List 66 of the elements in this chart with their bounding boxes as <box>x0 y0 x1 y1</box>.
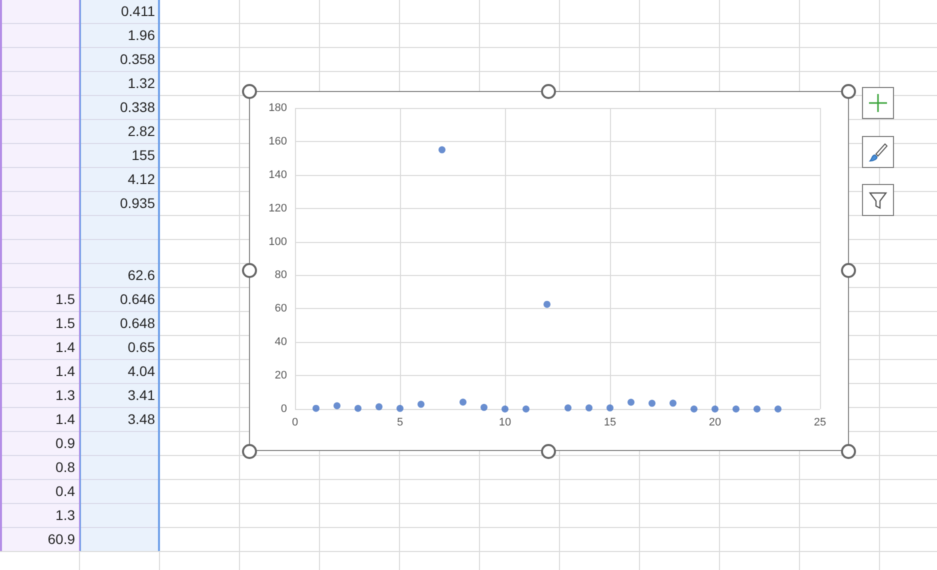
point <box>712 406 718 412</box>
text: 62.6 <box>126 266 156 285</box>
point <box>502 406 508 412</box>
y-tick-label: 80 <box>274 269 287 282</box>
text: 1.5 <box>54 314 76 333</box>
y-tick-label: 20 <box>274 370 287 382</box>
text: 0.8 <box>54 458 76 477</box>
point <box>480 404 488 411</box>
text: 1.32 <box>126 74 156 93</box>
text: 60.9 <box>46 530 76 549</box>
point <box>460 398 466 406</box>
text: 0.358 <box>118 50 156 69</box>
text: 0.65 <box>126 338 156 357</box>
text: 155 <box>130 146 156 165</box>
text: 1.5 <box>54 290 76 309</box>
point <box>438 146 446 154</box>
point <box>354 404 362 412</box>
point <box>606 404 614 412</box>
text: 4.04 <box>126 362 156 381</box>
point <box>754 406 760 412</box>
text: 2.82 <box>126 122 156 141</box>
text: 0.411 <box>120 2 156 21</box>
text: 1.3 <box>54 386 76 405</box>
point <box>418 400 424 408</box>
x-tick-label: 20 <box>708 416 722 428</box>
point <box>522 406 530 412</box>
text: 0.4 <box>54 482 76 501</box>
text: 4.12 <box>126 170 156 189</box>
text: 0.9 <box>54 434 76 453</box>
point <box>544 300 550 308</box>
y-tick-label: 100 <box>268 236 287 248</box>
y-tick-label: 160 <box>268 135 287 148</box>
y-tick-label: 140 <box>268 168 287 181</box>
text: 1.3 <box>54 506 76 525</box>
text: 0.646 <box>118 290 156 309</box>
text: 1.4 <box>54 410 76 429</box>
text: 3.48 <box>126 410 156 429</box>
text: 1.4 <box>54 362 76 381</box>
x-tick-label: 15 <box>604 416 616 428</box>
y-tick-label: 40 <box>274 336 287 348</box>
text: 1.96 <box>126 26 156 45</box>
point <box>564 404 572 412</box>
point <box>774 406 782 412</box>
text: 1.4 <box>54 338 76 357</box>
point <box>648 400 656 407</box>
point <box>396 404 404 412</box>
point <box>334 402 340 410</box>
y-tick-label: 60 <box>274 302 287 315</box>
y-tick-label: 0 <box>280 403 287 415</box>
point <box>628 398 634 406</box>
text: 0.935 <box>118 194 156 213</box>
text: 3.41 <box>126 386 156 405</box>
x-tick-label: 5 <box>396 416 404 428</box>
text: 0.338 <box>118 98 156 117</box>
y-tick-label: 120 <box>268 202 287 214</box>
point <box>586 404 592 412</box>
point <box>670 400 676 407</box>
x-tick-label: 25 <box>814 416 826 428</box>
y-tick-label: 180 <box>268 102 287 114</box>
text: 0.648 <box>118 314 156 333</box>
point <box>732 406 740 412</box>
x-tick-label: 0 <box>292 416 298 428</box>
point <box>376 403 382 410</box>
x-tick-label: 10 <box>498 416 512 428</box>
point <box>690 406 698 412</box>
point <box>312 404 320 412</box>
